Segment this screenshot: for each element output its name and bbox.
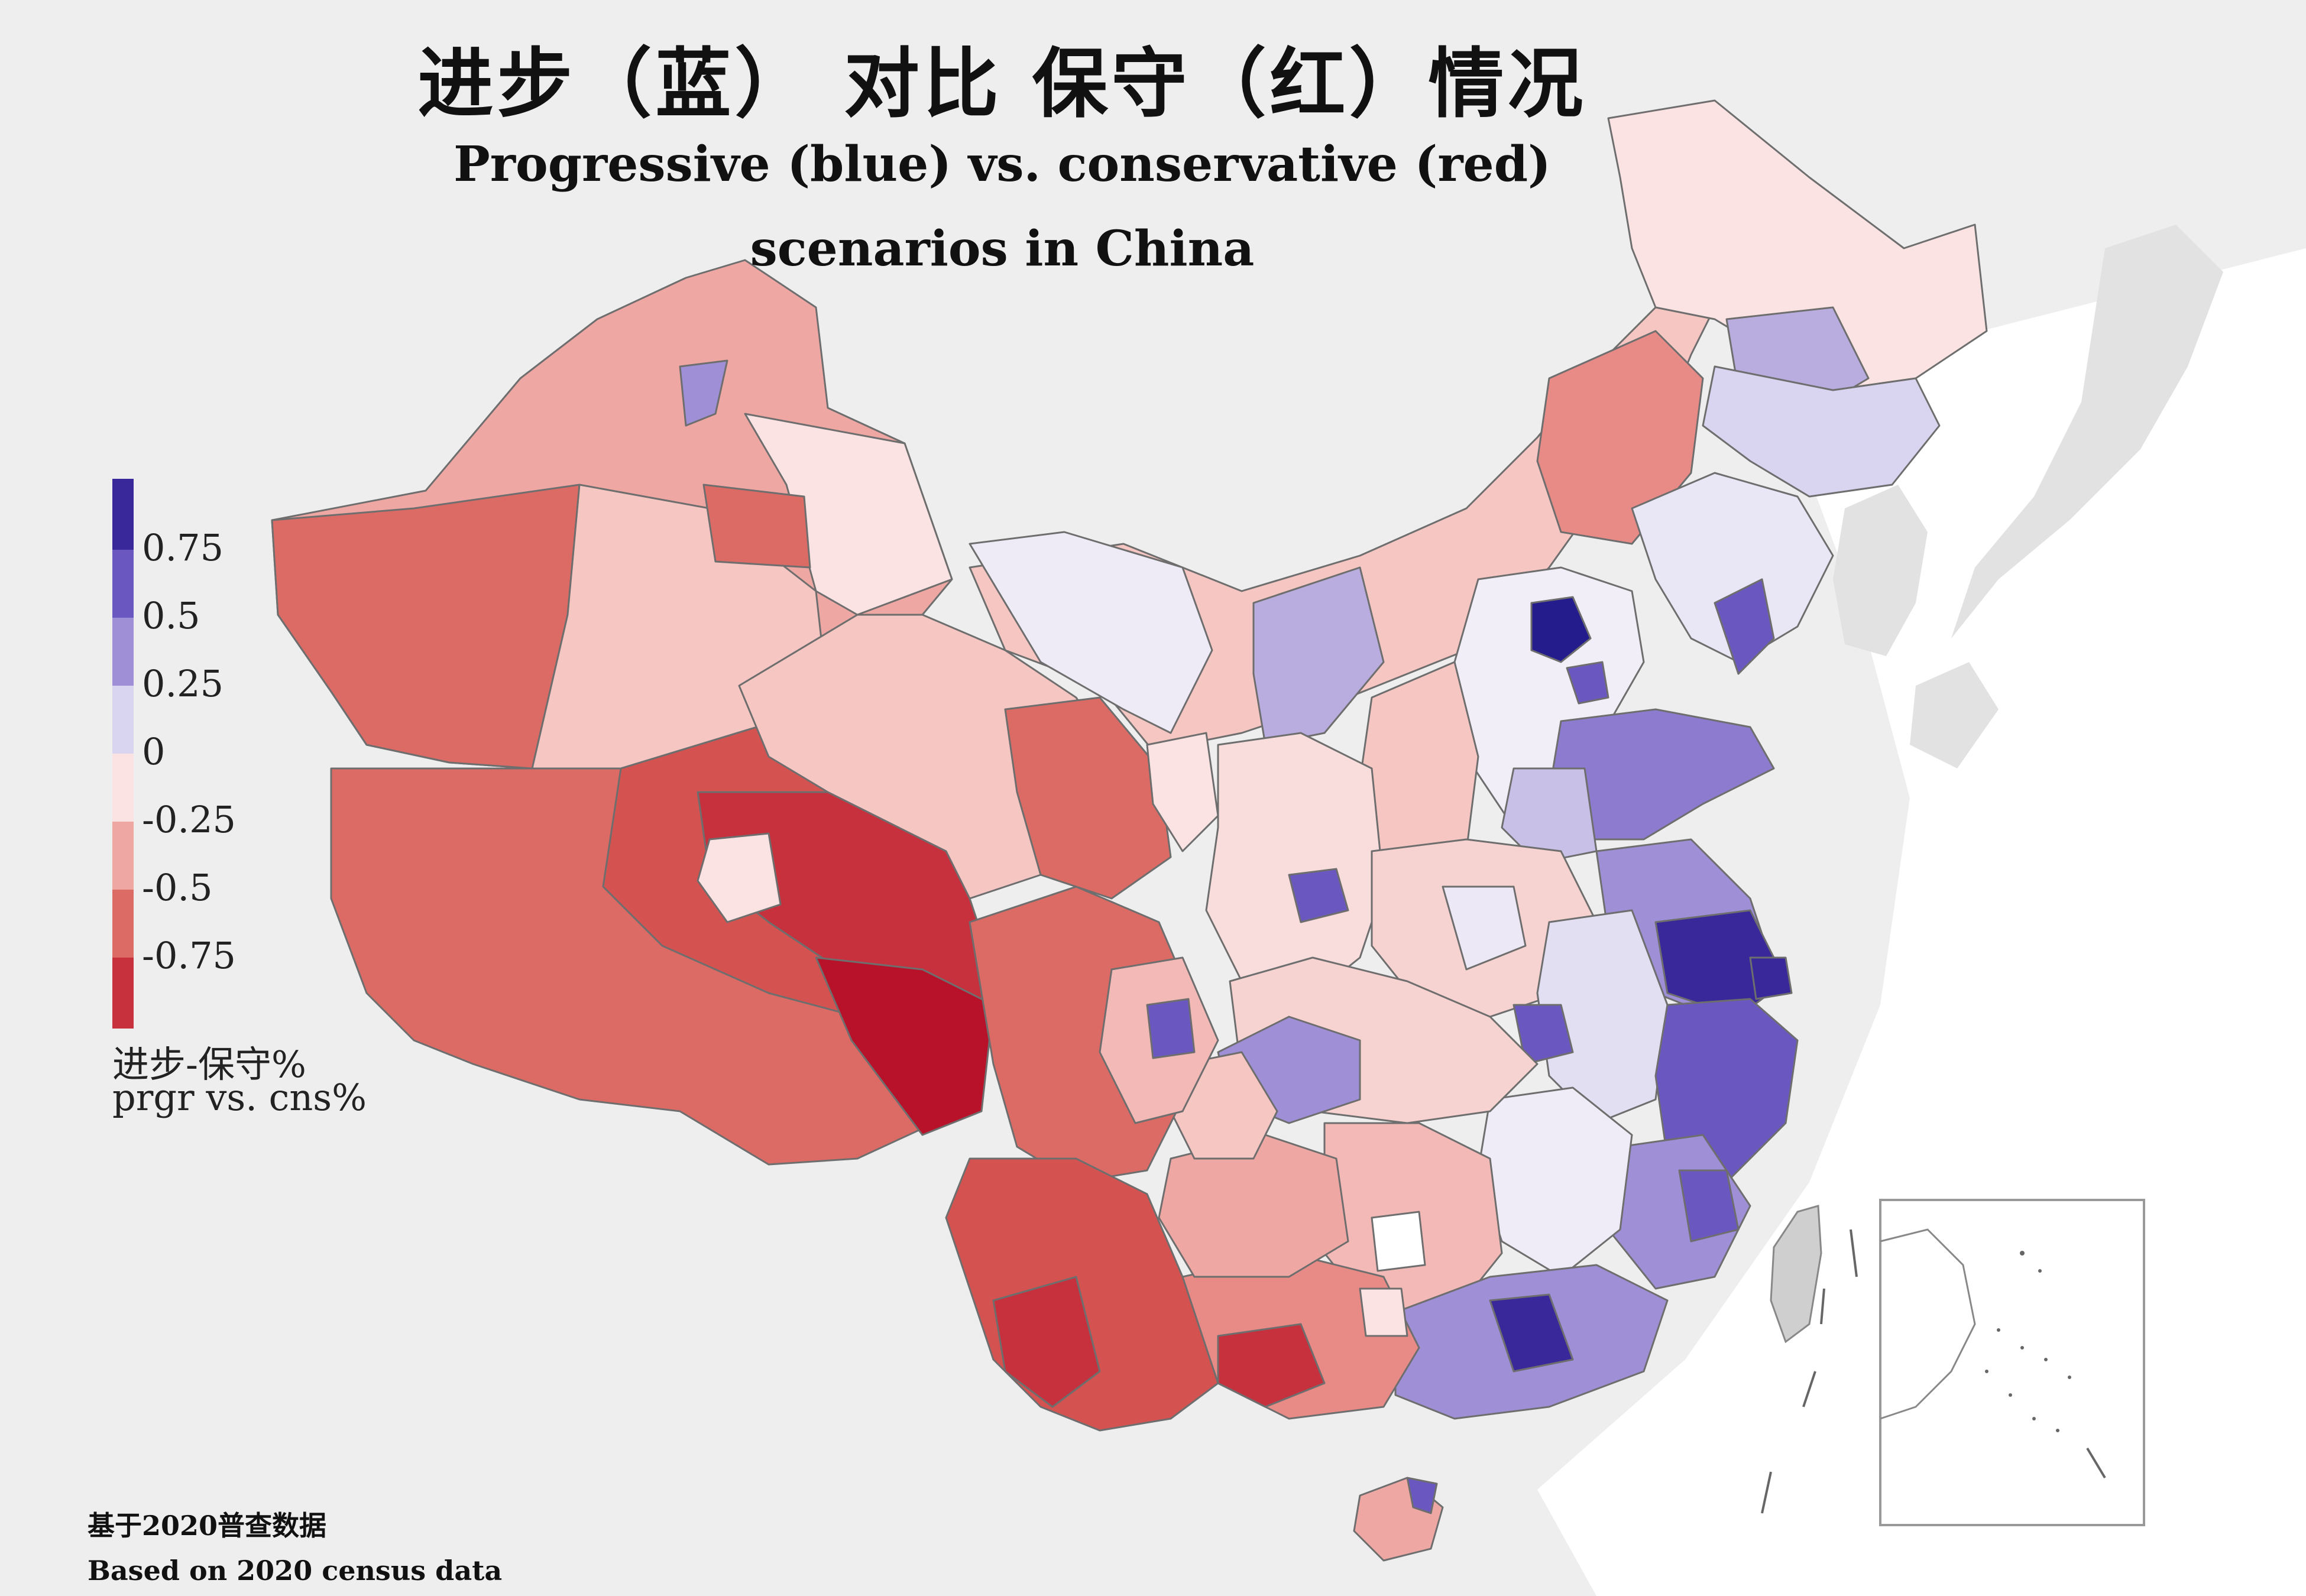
- legend-tick-label: 0: [142, 730, 166, 773]
- legend-bin-1: [112, 550, 134, 618]
- inset-islands: [1985, 1251, 2071, 1432]
- region-guangxi-white: [1359, 1287, 1408, 1337]
- legend-tick-label: 0.25: [142, 662, 224, 705]
- title-chinese: 进步（蓝） 对比 保守（红）情况: [417, 40, 1587, 128]
- legend-tick-label: -0.5: [142, 866, 213, 909]
- korea-peninsula: [1833, 485, 1928, 656]
- region-liaoning: [1631, 472, 1834, 663]
- japan-land: [1951, 225, 2223, 638]
- region-hunan-white: [1371, 1211, 1426, 1272]
- region-yunnan-south-east: [1217, 1323, 1326, 1408]
- legend-tick-label: -0.25: [142, 798, 236, 841]
- japan-south: [1910, 662, 1999, 768]
- title-english-line2: scenarios in China: [750, 220, 1255, 277]
- legend-caption-english: prgr vs. cns%: [112, 1076, 367, 1119]
- region-sichuan-purple: [1146, 998, 1196, 1059]
- region-inner-mongolia-central-purple: [1252, 566, 1385, 746]
- legend-colorbar: [112, 479, 134, 1029]
- source-note-english: Based on 2020 census data: [88, 1555, 503, 1587]
- legend-bin-3: [112, 686, 134, 754]
- region-beijing: [1530, 596, 1592, 663]
- legend-caption-chinese: 进步-保守%: [112, 1043, 306, 1086]
- legend-tick-label: 0.5: [142, 594, 200, 637]
- region-fujian-coast: [1678, 1169, 1740, 1243]
- province-regions: [271, 99, 1988, 1562]
- region-anhui-blue: [1512, 1004, 1574, 1065]
- legend-tick-label: -0.75: [142, 934, 236, 977]
- region-inner-mongolia-west: [969, 531, 1213, 734]
- legend-tick-label: 0.75: [142, 526, 224, 569]
- region-sichuan-west-deepred: [815, 956, 995, 1136]
- inset-coastline: [1880, 1228, 1976, 1420]
- source-note-chinese: 基于2020普查数据: [88, 1510, 327, 1542]
- region-jilin: [1702, 365, 1941, 498]
- legend-bin-5: [112, 822, 134, 890]
- nine-dash-lines: [1761, 1229, 2106, 1514]
- region-shandong-west: [1501, 767, 1598, 864]
- region-guizhou: [1158, 1134, 1349, 1278]
- south-china-sea-inset: [1761, 1199, 2145, 1526]
- region-qinghai-lake-area: [697, 832, 782, 923]
- region-shanghai: [1749, 956, 1793, 1000]
- region-yunnan-south-red: [992, 1276, 1101, 1408]
- region-hainan-blue: [1406, 1477, 1438, 1514]
- region-xinjiang-north-blue: [679, 359, 728, 427]
- region-jiangsu-south: [1654, 909, 1787, 1018]
- region-liaoning-peninsula: [1714, 578, 1775, 675]
- legend-bin-6: [112, 890, 134, 958]
- region-guangdong-delta: [1489, 1293, 1574, 1373]
- region-ningxia: [1146, 732, 1219, 852]
- taiwan-island: [1770, 1205, 1822, 1344]
- region-xinjiang-west: [271, 484, 581, 770]
- region-shaanxi-blue-patch: [1288, 868, 1349, 923]
- legend-bin-7: [112, 958, 134, 1029]
- legend-bin-0: [112, 479, 134, 550]
- region-henan-center: [1442, 885, 1527, 971]
- region-tianjin: [1566, 661, 1609, 705]
- legend-bin-2: [112, 618, 134, 686]
- region-gansu-east: [1004, 696, 1172, 900]
- title-english-line1: Progressive (blue) vs. conservative (red…: [454, 136, 1551, 193]
- region-xinjiang-north-darker: [702, 484, 811, 569]
- legend-bin-4: [112, 754, 134, 822]
